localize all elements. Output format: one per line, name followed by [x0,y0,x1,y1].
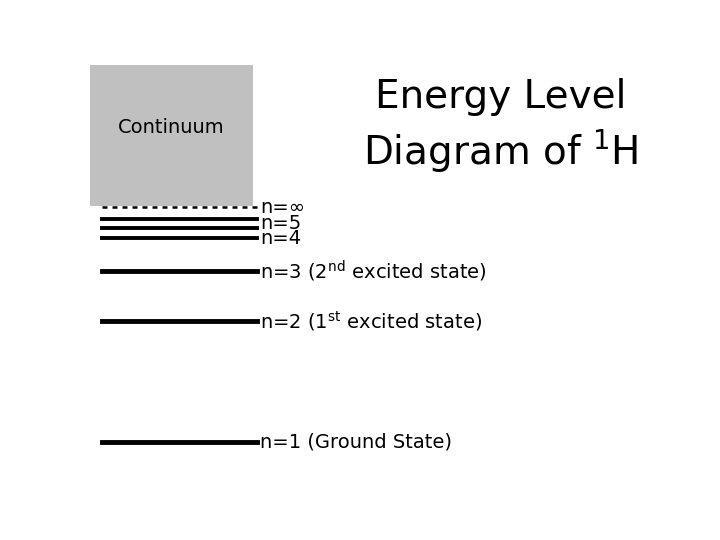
Bar [90,65,253,206]
Text: n=4: n=4 [261,228,302,247]
Text: Continuum: Continuum [118,118,225,137]
Text: n=2 (1$^{\mathregular{st}}$ excited state): n=2 (1$^{\mathregular{st}}$ excited stat… [261,309,482,333]
Text: n=∞: n=∞ [261,198,305,217]
Text: n=3 (2$^{\mathregular{nd}}$ excited state): n=3 (2$^{\mathregular{nd}}$ excited stat… [261,259,487,284]
Text: n=1 (Ground State): n=1 (Ground State) [261,433,452,451]
Text: n=5: n=5 [261,214,302,233]
Text: Energy Level
Diagram of $^1$H: Energy Level Diagram of $^1$H [363,78,639,174]
